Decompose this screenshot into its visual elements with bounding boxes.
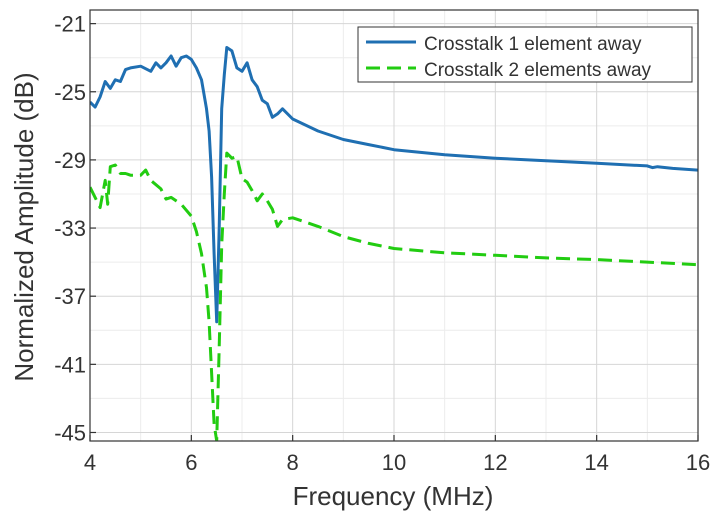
- y-tick-label: -21: [54, 12, 86, 37]
- y-tick-label: -45: [54, 420, 86, 445]
- x-tick-label: 14: [584, 450, 608, 475]
- y-tick-label: -29: [54, 148, 86, 173]
- x-tick-label: 10: [382, 450, 406, 475]
- y-tick-label: -25: [54, 80, 86, 105]
- x-tick-label: 16: [686, 450, 710, 475]
- y-axis-label: Normalized Amplitude (dB): [9, 72, 39, 381]
- x-tick-label: 12: [483, 450, 507, 475]
- series-line-1: [90, 46, 698, 324]
- ticks: [89, 23, 699, 441]
- x-tick-label: 8: [287, 450, 299, 475]
- legend-box: [357, 26, 693, 83]
- legend-label-crosstalk-1: Crosstalk 1 element away: [424, 34, 642, 55]
- y-tick-label: -33: [54, 216, 86, 241]
- x-tick-label: 6: [185, 450, 197, 475]
- series-line-2: [90, 151, 698, 441]
- legend-label-crosstalk-2: Crosstalk 2 elements away: [424, 60, 652, 81]
- legend: Crosstalk 1 element away Crosstalk 2 ele…: [357, 26, 693, 83]
- y-tick-label: -41: [54, 352, 86, 377]
- x-axis-label: Frequency (MHz): [293, 481, 494, 511]
- series-layer: [90, 46, 698, 441]
- tick-labels: 4 6 8 10 12 14 16 -21 -25 -29 -33 -37 -41 -45: [54, 12, 710, 475]
- x-tick-label: 4: [84, 450, 96, 475]
- y-tick-label: -37: [54, 284, 86, 309]
